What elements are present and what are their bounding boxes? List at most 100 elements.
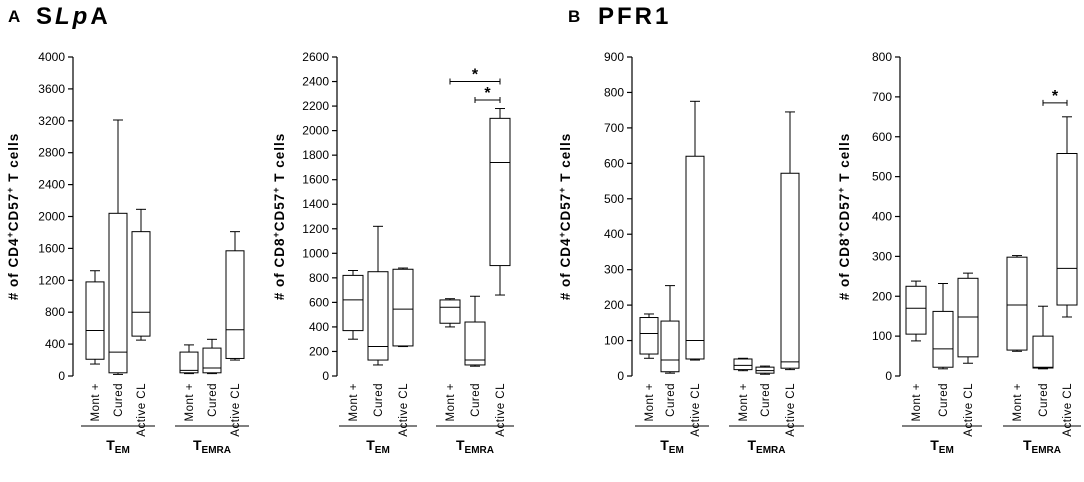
y-tick-label: 1000 <box>302 246 329 260</box>
y-tick-label: 2000 <box>302 124 329 138</box>
category-label: Mont + <box>184 383 196 421</box>
y-tick-label: 200 <box>604 298 624 312</box>
box-iqr <box>179 351 199 374</box>
y-tick-label: 600 <box>872 130 892 144</box>
y-tick-label: 200 <box>872 289 892 303</box>
chart-1: 0 400 800 1200 1600 2000 2400 2800 3200 3600 4000 #… <box>5 50 249 456</box>
box-iqr <box>905 285 927 335</box>
chart-2: 0 200 400 600 800 1000 1200 1400 1600 1800 2000 220… <box>271 50 514 456</box>
y-tick-label: 600 <box>604 156 624 170</box>
category-label: Active CL <box>230 383 242 437</box>
category-label: Active CL <box>1062 383 1074 437</box>
box-iqr <box>85 281 105 360</box>
box-iqr <box>131 231 151 337</box>
y-tick-label: 0 <box>58 369 65 383</box>
box-iqr <box>392 268 414 347</box>
significance-star: * <box>472 67 479 84</box>
y-tick-label: 2000 <box>38 210 65 224</box>
significance-star: * <box>484 85 491 102</box>
y-tick-label: 1600 <box>302 173 329 187</box>
box-iqr <box>439 299 461 324</box>
y-tick-label: 100 <box>604 334 624 348</box>
y-tick-label: 1400 <box>302 197 329 211</box>
y-tick-label: 0 <box>322 369 329 383</box>
group-label: TEMRA <box>193 437 231 456</box>
box-iqr <box>202 347 222 374</box>
category-label: Cured <box>760 383 772 417</box>
box-iqr <box>660 320 680 373</box>
category-label: Active CL <box>690 383 702 437</box>
category-label: Cured <box>373 383 385 417</box>
y-tick-label: 3200 <box>38 114 65 128</box>
category-label: Active CL <box>398 383 410 437</box>
y-tick-label: 900 <box>604 50 624 64</box>
y-tick-label: 2800 <box>38 146 65 160</box>
y-tick-label: 600 <box>309 295 329 309</box>
box-iqr <box>639 317 659 355</box>
category-label: Cured <box>113 383 125 417</box>
y-tick-label: 500 <box>872 170 892 184</box>
charts-layer: 040080012001600200024002800320036004000#… <box>5 50 1081 456</box>
y-tick-label: 100 <box>872 329 892 343</box>
y-tick-label: 800 <box>604 85 624 99</box>
box-iqr <box>685 155 705 360</box>
y-tick-label: 700 <box>872 90 892 104</box>
y-tick-label: 500 <box>604 192 624 206</box>
significance-star: * <box>1052 88 1059 105</box>
box-iqr <box>1006 256 1028 351</box>
y-tick-label: 800 <box>309 271 329 285</box>
group-label: TEMRA <box>456 437 494 456</box>
y-tick-label: 1600 <box>38 241 65 255</box>
category-label: Mont + <box>738 383 750 421</box>
category-label: Mont + <box>1012 383 1024 421</box>
box-iqr <box>733 358 753 371</box>
category-label: Cured <box>470 383 482 417</box>
y-tick-label: 1200 <box>38 273 65 287</box>
y-tick-label: 3600 <box>38 82 65 96</box>
box-iqr <box>108 212 128 374</box>
category-label: Cured <box>938 383 950 417</box>
box-iqr <box>367 271 389 361</box>
category-label: Mont + <box>445 383 457 421</box>
y-tick-label: 4000 <box>38 50 65 64</box>
y-tick-label: 2400 <box>38 178 65 192</box>
y-tick-label: 400 <box>309 320 329 334</box>
y-tick-label: 700 <box>604 121 624 135</box>
y-tick-label: 400 <box>872 210 892 224</box>
y-tick-label: 800 <box>872 50 892 64</box>
category-label: Cured <box>207 383 219 417</box>
group-label: TEM <box>106 437 130 456</box>
box-iqr <box>780 172 800 369</box>
category-label: Mont + <box>348 383 360 421</box>
category-label: Active CL <box>963 383 975 437</box>
group-label: TEM <box>660 437 684 456</box>
category-label: Cured <box>665 383 677 417</box>
box-iqr <box>342 274 364 332</box>
group-label: TEMRA <box>1023 437 1061 456</box>
panel-b-letter: B <box>568 7 580 26</box>
y-tick-label: 1800 <box>302 148 329 162</box>
category-label: Mont + <box>911 383 923 421</box>
category-label: Mont + <box>90 383 102 421</box>
box-iqr <box>1056 152 1078 306</box>
y-tick-label: 400 <box>604 227 624 241</box>
box-iqr <box>755 366 775 374</box>
y-axis-label: # of CD8+CD57+ T cells <box>271 133 287 301</box>
chart-3: 0 100 200 300 400 500 600 700 800 900 # of CD4+CD5… <box>557 50 804 456</box>
panel-a-title: SLpA <box>36 3 111 30</box>
group-label: TEM <box>366 437 390 456</box>
y-tick-label: 0 <box>617 369 624 383</box>
group-label: TEM <box>930 437 954 456</box>
y-tick-label: 200 <box>309 344 329 358</box>
category-label: Cured <box>1038 383 1050 417</box>
box-iqr <box>932 310 954 368</box>
box-iqr <box>225 250 245 359</box>
box-iqr <box>1032 335 1054 369</box>
y-tick-label: 2600 <box>302 50 329 64</box>
y-axis-label: # of CD4+CD57+ T cells <box>5 133 21 301</box>
y-axis-label: # of CD8+CD57+ T cells <box>836 133 852 301</box>
y-tick-label: 2200 <box>302 99 329 113</box>
box-iqr <box>464 321 486 366</box>
y-tick-label: 800 <box>45 305 65 319</box>
y-tick-label: 300 <box>872 249 892 263</box>
